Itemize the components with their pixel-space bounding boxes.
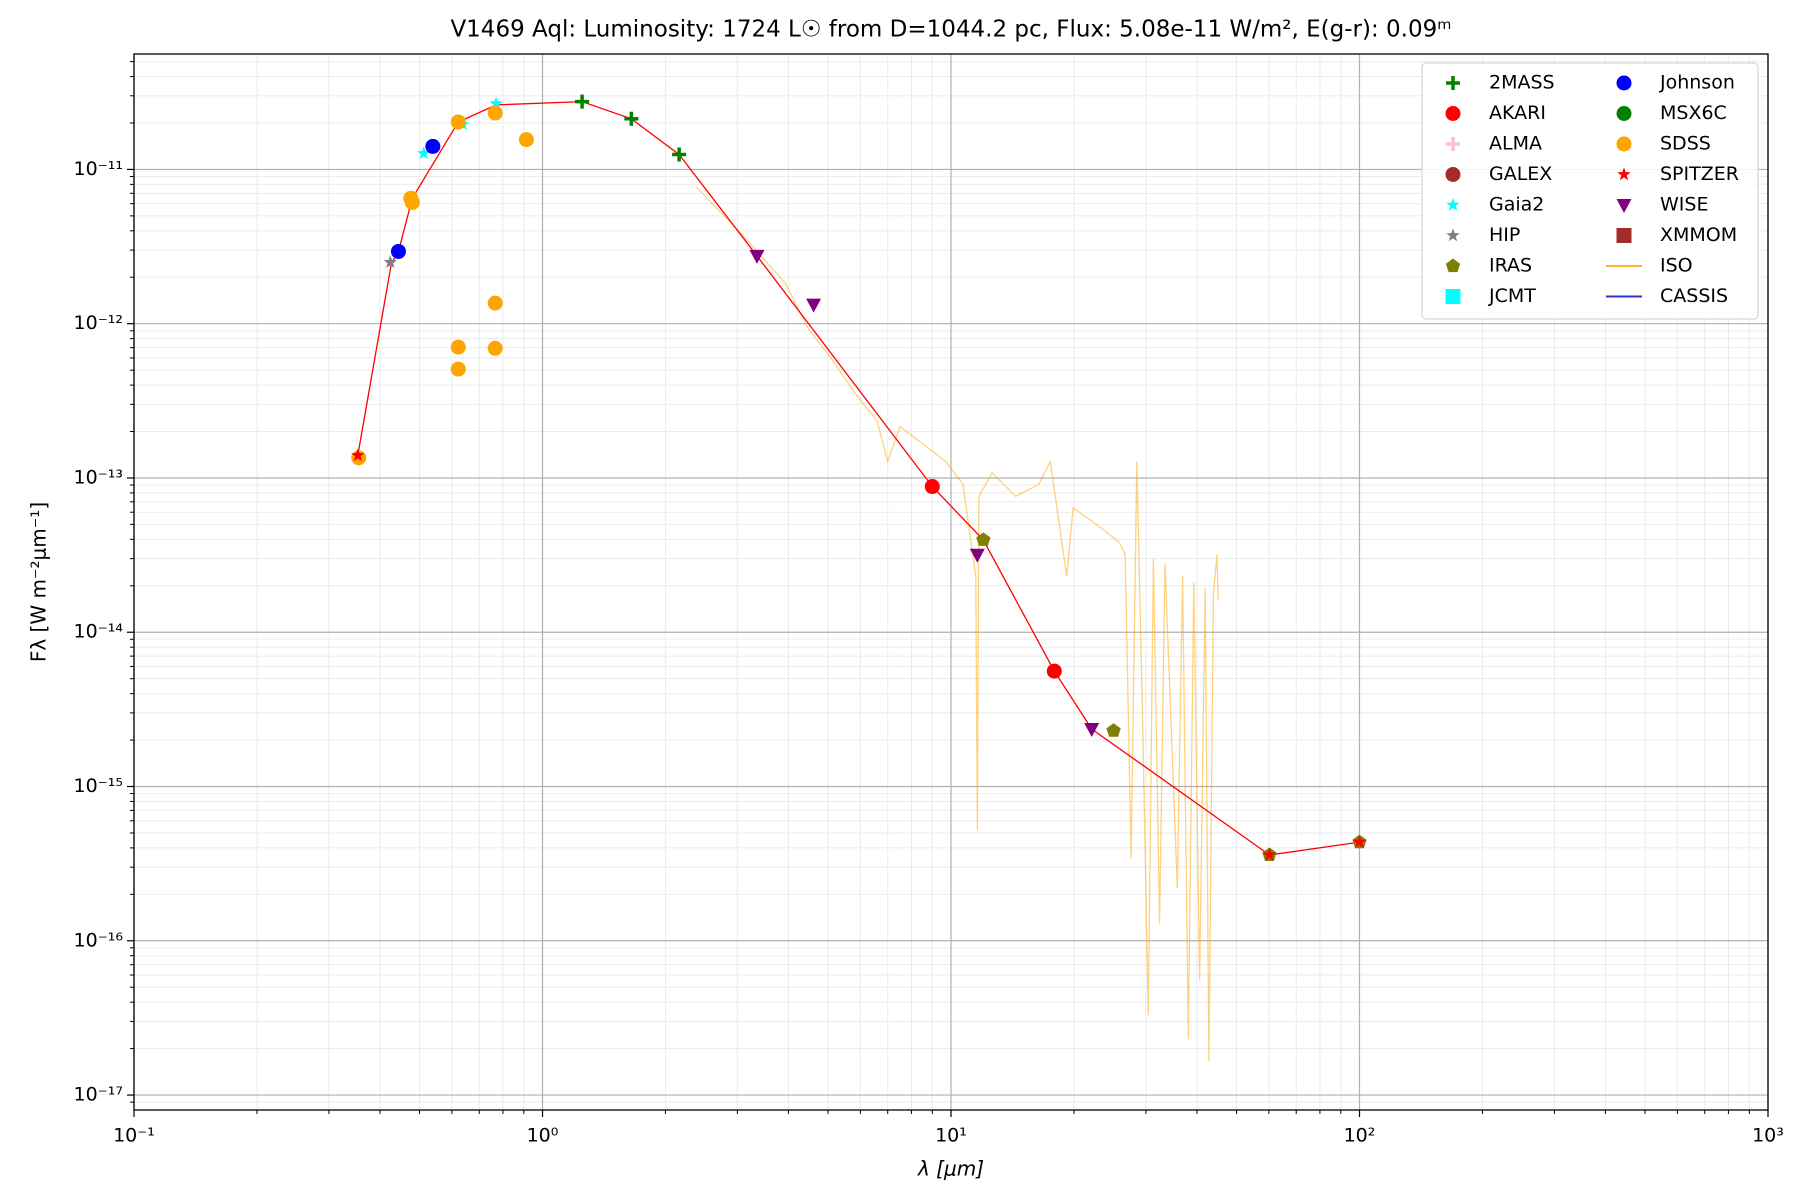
data-point — [1106, 723, 1121, 737]
legend-label: Johnson — [1659, 72, 1735, 94]
legend-marker — [1445, 106, 1461, 121]
y-tick-label: 10⁻¹⁵ — [74, 775, 123, 797]
legend-label: ISO — [1660, 255, 1693, 277]
legend-marker — [1445, 258, 1461, 273]
data-point — [450, 361, 466, 377]
data-point — [969, 548, 985, 563]
legend-marker — [1616, 199, 1632, 213]
data-point — [1262, 848, 1277, 861]
legend-marker — [1445, 167, 1461, 182]
legend-marker — [1616, 136, 1632, 152]
legend-label: GALEX — [1489, 163, 1552, 185]
x-tick-label: 10¹ — [935, 1125, 967, 1147]
legend-marker — [1616, 106, 1632, 121]
data-point — [390, 243, 406, 259]
data-point — [749, 249, 765, 264]
data-point — [624, 111, 639, 126]
legend-label: WISE — [1660, 194, 1708, 216]
x-tick-label: 10² — [1344, 1125, 1376, 1147]
data-point — [1046, 663, 1062, 679]
y-axis-label: Fλ [W m⁻²μm⁻¹] — [27, 502, 51, 662]
data-point — [487, 295, 503, 311]
legend-label: SDSS — [1660, 133, 1711, 155]
legend-marker — [1446, 76, 1460, 90]
legend-label: Gaia2 — [1489, 194, 1544, 216]
legend-label: SPITZER — [1660, 163, 1739, 185]
legend-marker — [1616, 228, 1632, 243]
y-tick-label: 10⁻¹² — [74, 312, 123, 334]
data-point — [450, 114, 466, 130]
data-point — [487, 105, 503, 121]
data-point — [1084, 722, 1100, 737]
legend-label: IRAS — [1489, 255, 1532, 277]
legend-label: AKARI — [1489, 102, 1546, 124]
data-point — [417, 146, 431, 160]
data-point — [383, 255, 397, 268]
data-point — [806, 298, 822, 313]
data-point — [487, 340, 503, 356]
legend-label: JCMT — [1488, 285, 1536, 307]
axes-frame — [133, 53, 1769, 1111]
y-tick-label: 10⁻¹¹ — [74, 158, 123, 180]
data-point — [404, 195, 420, 211]
legend-marker — [1446, 137, 1460, 151]
data-point — [575, 94, 590, 109]
legend-label: ALMA — [1489, 133, 1542, 155]
legend-marker — [1445, 289, 1461, 304]
legend-label: CASSIS — [1660, 285, 1728, 307]
data-point — [425, 138, 441, 154]
data-point — [976, 532, 991, 546]
legend-box — [1421, 62, 1759, 320]
sed-line — [357, 100, 1360, 856]
legend-label: HIP — [1489, 224, 1520, 246]
y-tick-label: 10⁻¹⁴ — [74, 621, 124, 643]
y-tick-label: 10⁻¹⁷ — [74, 1084, 123, 1106]
spectrum-line — [695, 186, 1219, 1062]
legend-marker — [1446, 198, 1460, 211]
data-point — [1352, 835, 1367, 848]
data-point — [672, 147, 687, 162]
x-tick-label: 10⁰ — [527, 1125, 559, 1147]
legend-marker — [1616, 75, 1632, 91]
data-point — [518, 132, 534, 148]
data-point — [351, 448, 365, 462]
legend-label: 2MASS — [1489, 72, 1555, 94]
data-point — [489, 96, 503, 110]
y-tick-label: 10⁻¹³ — [74, 466, 123, 488]
data-point — [450, 339, 466, 355]
x-axis-label: λ [μm] — [917, 1157, 984, 1181]
legend-label: MSX6C — [1660, 102, 1727, 124]
legend-marker — [1446, 228, 1460, 242]
legend-label: XMMOM — [1660, 224, 1737, 246]
data-point — [924, 479, 940, 495]
x-tick-label: 10⁻¹ — [113, 1125, 155, 1147]
legend-marker — [1617, 167, 1631, 181]
chart-title: V1469 Aql: Luminosity: 1724 L☉ from D=10… — [450, 17, 1451, 43]
y-tick-label: 10⁻¹⁶ — [74, 929, 123, 951]
plot-area — [351, 94, 1367, 1062]
x-tick-label: 10³ — [1752, 1125, 1784, 1147]
